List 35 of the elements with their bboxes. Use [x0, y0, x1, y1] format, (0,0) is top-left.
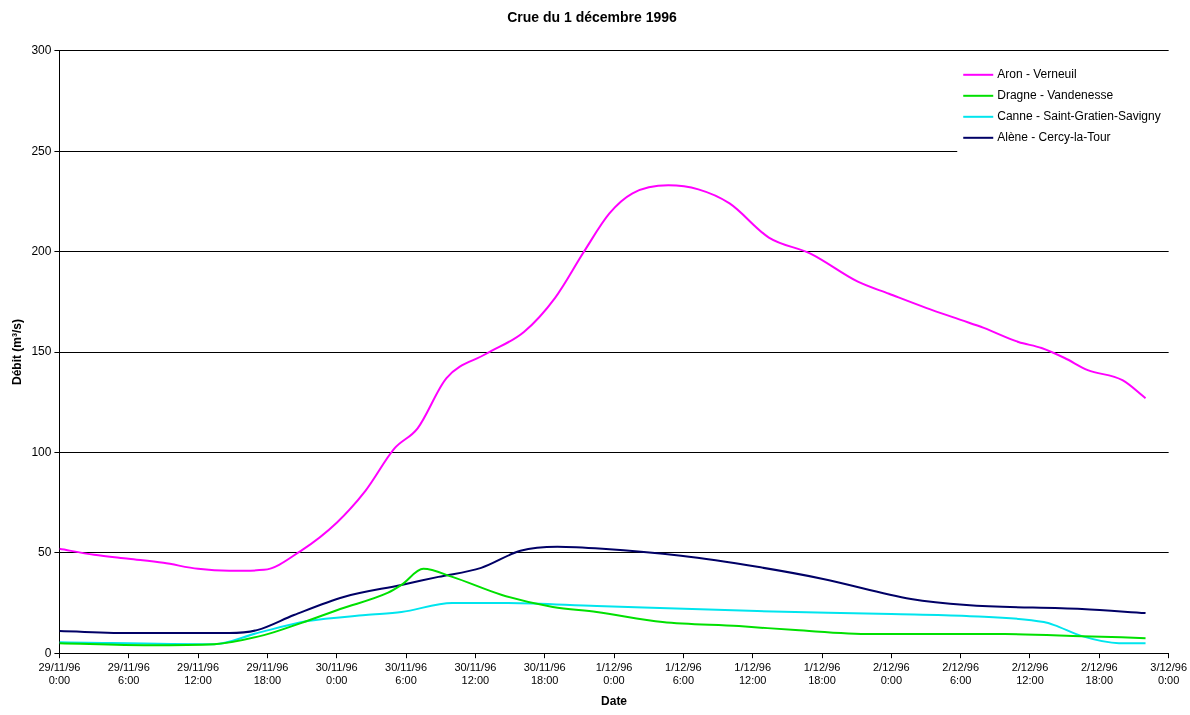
y-tick-label: 150 [31, 344, 52, 359]
x-tick-label: 29/11/96 0:00 [38, 660, 81, 687]
y-tick-label: 200 [31, 243, 52, 258]
x-tick-label: 1/12/96 0:00 [595, 660, 633, 687]
x-tick-label: 1/12/96 12:00 [734, 660, 772, 687]
x-tick-label: 29/11/96 6:00 [107, 660, 150, 687]
x-tick-label: 30/11/96 0:00 [315, 660, 358, 687]
x-tick-label: 2/12/96 6:00 [942, 660, 980, 687]
x-tick-label: 2/12/96 12:00 [1011, 660, 1049, 687]
x-tick-label: 2/12/96 0:00 [872, 660, 910, 687]
x-tick-label: 3/12/96 0:00 [1150, 660, 1187, 687]
line-series [59, 602, 1147, 646]
legend-label: Aron - Verneuil [997, 67, 1077, 82]
chart-title: Crue du 1 décembre 1996 [507, 9, 678, 26]
y-tick-label: 0 [44, 645, 52, 660]
legend-label: Canne - Saint-Gratien-Savigny [997, 109, 1161, 124]
x-tick-label: 1/12/96 6:00 [665, 660, 702, 687]
line-series [59, 184, 1147, 572]
y-tick-label: 100 [31, 444, 52, 459]
x-tick-label: 29/11/96 12:00 [177, 660, 220, 687]
y-tick-label: 250 [31, 143, 52, 158]
x-tick-label: 29/11/96 18:00 [246, 660, 289, 687]
y-tick-label: 300 [31, 43, 52, 58]
x-tick-label: 30/11/96 6:00 [385, 660, 428, 687]
x-axis-title: Date [601, 694, 628, 709]
x-tick-label: 1/12/96 18:00 [803, 660, 841, 687]
x-tick-label: 30/11/96 18:00 [523, 660, 566, 687]
line-series [59, 567, 1147, 647]
y-axis-title: Débit (m³/s) [9, 319, 24, 385]
line-series [59, 545, 1147, 635]
legend-label: Dragne - Vandenesse [997, 88, 1114, 103]
y-tick-label: 50 [38, 545, 52, 560]
x-tick-label: 30/11/96 12:00 [454, 660, 497, 687]
legend-label: Alène - Cercy-la-Tour [997, 130, 1111, 145]
x-tick-label: 2/12/96 18:00 [1080, 660, 1118, 687]
